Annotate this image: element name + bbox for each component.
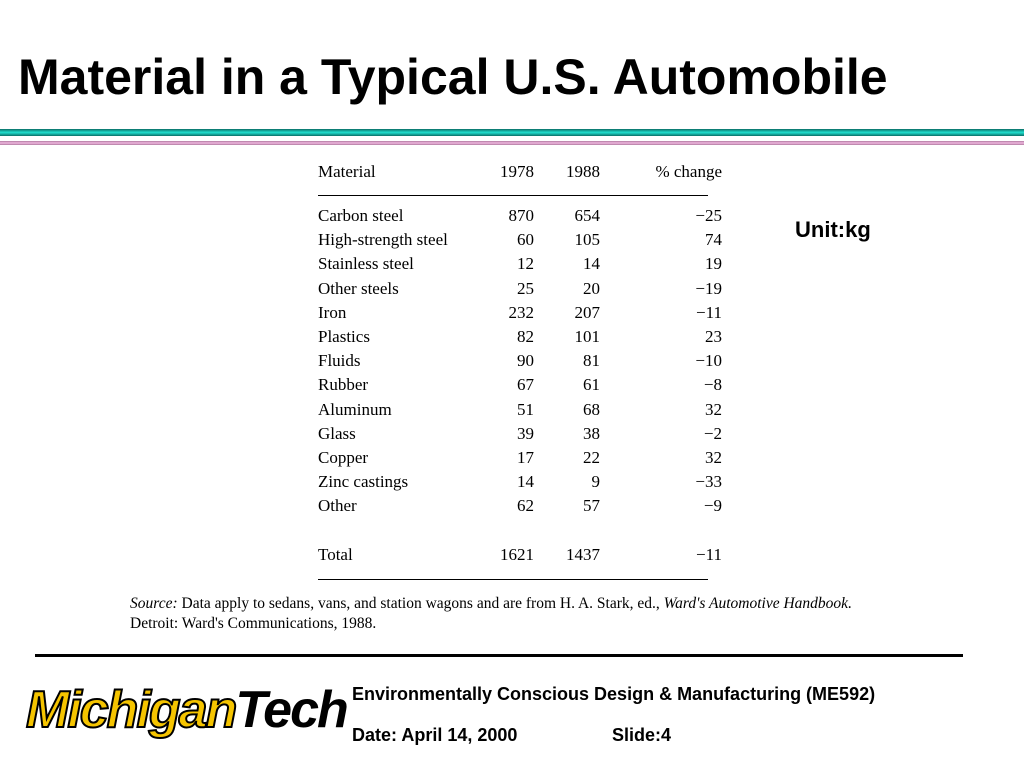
table-cell: 22: [583, 448, 600, 467]
table-cell: 39: [517, 423, 534, 443]
unit-label: Unit:kg: [795, 217, 871, 242]
table-cell: 12: [517, 254, 534, 274]
source-book: Ward's Automotive Handbook.: [663, 595, 852, 612]
source-label: Source:: [130, 595, 178, 612]
header-rule: [318, 195, 708, 196]
table-cell: 232: [508, 302, 535, 322]
table-cell: Plastics: [318, 327, 370, 346]
table-cell: 19: [705, 254, 722, 274]
table-cell: 9: [591, 472, 601, 492]
total-cell: 1437: [566, 545, 600, 564]
table-cell: 20: [583, 278, 600, 298]
table-cell: Zinc castings: [318, 472, 409, 492]
table-cell: 62: [517, 496, 534, 516]
table-cell: 14: [517, 472, 534, 492]
column-header: 1978: [500, 162, 534, 181]
date: Date: April 14, 2000: [352, 725, 518, 745]
footer-rule: [35, 654, 963, 657]
table-cell: 67: [517, 375, 534, 395]
total-cell: 1621: [500, 545, 534, 564]
logo-tech: Tech: [235, 681, 348, 739]
table-cell: −10: [695, 351, 722, 371]
table-cell: 23: [705, 327, 722, 346]
table-cell: 61: [583, 375, 600, 395]
table-cell: 74: [705, 230, 722, 250]
table-cell: −19: [695, 278, 722, 298]
source-rest: Detroit: Ward's Communications, 1988.: [130, 615, 377, 632]
table-cell: Iron: [318, 302, 347, 322]
table-cell: Rubber: [318, 375, 369, 395]
table-cell: 105: [574, 230, 601, 250]
table-cell: 25: [517, 278, 534, 298]
table-cell: −11: [696, 302, 722, 322]
table-cell: 81: [583, 351, 600, 371]
table-cell: 82: [517, 327, 534, 346]
table-cell: 17: [517, 448, 534, 467]
total-cell: Total: [318, 545, 353, 564]
source-note: Source: Data apply to sedans, vans, and …: [130, 594, 890, 634]
column-header: Material: [318, 162, 376, 181]
table-cell: 32: [705, 399, 722, 419]
table-cell: 654: [574, 206, 601, 225]
table-cell: 51: [517, 399, 534, 419]
total-cell: −11: [696, 545, 722, 564]
table-cell: Aluminum: [318, 399, 392, 419]
table-cell: 101: [574, 327, 601, 346]
table-cell: Carbon steel: [318, 206, 404, 225]
slide-title: Material in a Typical U.S. Automobile: [18, 49, 888, 105]
bottom-rule: [318, 579, 708, 580]
table-cell: Stainless steel: [318, 254, 414, 274]
table-cell: −33: [695, 472, 722, 492]
column-header: 1988: [566, 162, 600, 181]
table-cell: 14: [583, 254, 600, 274]
table-cell: 60: [517, 230, 534, 250]
material-table: Material 1978 1988 % change Carbon steel 870 6…: [300, 150, 730, 590]
table-cell: 207: [574, 302, 601, 322]
logo-michigan: Michigan: [25, 680, 238, 740]
table-cell: −25: [695, 206, 722, 225]
course-name: Environmentally Conscious Design & Manuf…: [352, 684, 876, 704]
slide-number: Slide:4: [612, 725, 672, 745]
table-cell: 38: [583, 423, 600, 443]
table-cell: −9: [703, 496, 722, 516]
table-cell: −2: [703, 423, 722, 443]
table-cell: Other steels: [318, 278, 399, 298]
table-cell: 90: [517, 351, 534, 371]
table-cell: 870: [508, 206, 535, 225]
teal-rule: [0, 129, 1024, 136]
table-cell: Copper: [318, 448, 369, 467]
source-text: Data apply to sedans, vans, and station …: [181, 595, 660, 612]
table-cell: −8: [703, 375, 722, 395]
table-cell: 68: [583, 399, 600, 419]
table-cell: Other: [318, 496, 357, 516]
table-cell: High-strength steel: [318, 230, 448, 250]
pink-rule: [0, 141, 1024, 145]
logo: MichiganTech: [25, 680, 349, 740]
table-cell: Glass: [318, 423, 356, 443]
column-header: % change: [655, 162, 722, 181]
table-cell: 57: [583, 496, 600, 516]
table-cell: Fluids: [318, 351, 361, 371]
table-cell: 32: [705, 448, 722, 467]
